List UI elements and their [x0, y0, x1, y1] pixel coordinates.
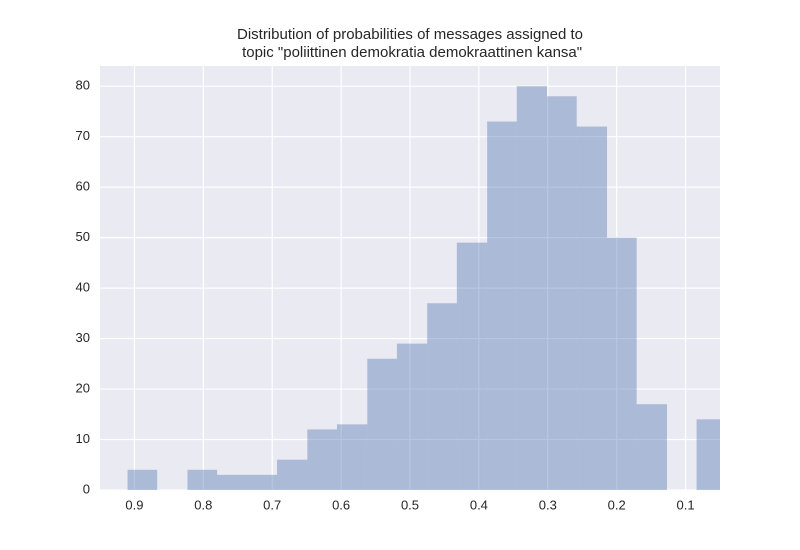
bar — [696, 419, 720, 490]
bar — [547, 96, 577, 490]
x-tick-label: 0.8 — [194, 497, 212, 512]
bar — [307, 429, 337, 490]
chart-title: Distribution of probabilities of message… — [237, 26, 583, 43]
bar — [636, 404, 667, 490]
y-tick-label: 30 — [76, 330, 90, 345]
x-tick-label: 0.1 — [677, 497, 695, 512]
x-tick-label: 0.4 — [470, 497, 488, 512]
bar — [247, 474, 278, 490]
bar — [516, 86, 548, 490]
x-tick-label: 0.9 — [125, 497, 143, 512]
y-tick-label: 80 — [76, 78, 90, 93]
bar — [576, 126, 608, 490]
y-tick-label: 70 — [76, 128, 90, 143]
x-tick-label: 0.7 — [263, 497, 281, 512]
y-tick-label: 60 — [76, 179, 90, 194]
chart-title: topic "poliittinen demokratia demokraatt… — [238, 44, 582, 61]
x-tick-label: 0.5 — [401, 497, 419, 512]
bar — [336, 424, 368, 490]
x-tick-label: 0.6 — [332, 497, 350, 512]
bar — [217, 474, 248, 490]
bar — [487, 121, 517, 490]
bar — [427, 303, 457, 490]
bar — [367, 358, 397, 490]
x-tick-label: 0.2 — [608, 497, 626, 512]
bar — [607, 237, 637, 490]
bar — [277, 459, 308, 490]
bar — [187, 469, 218, 490]
bar — [456, 242, 488, 490]
y-tick-label: 40 — [76, 280, 90, 295]
y-tick-label: 10 — [76, 431, 90, 446]
x-tick-label: 0.3 — [539, 497, 557, 512]
bars — [127, 86, 720, 490]
bar — [127, 469, 158, 490]
y-tick-label: 50 — [76, 229, 90, 244]
y-tick-label: 20 — [76, 380, 90, 395]
y-tick-label: 0 — [83, 481, 90, 496]
bar — [396, 343, 428, 490]
